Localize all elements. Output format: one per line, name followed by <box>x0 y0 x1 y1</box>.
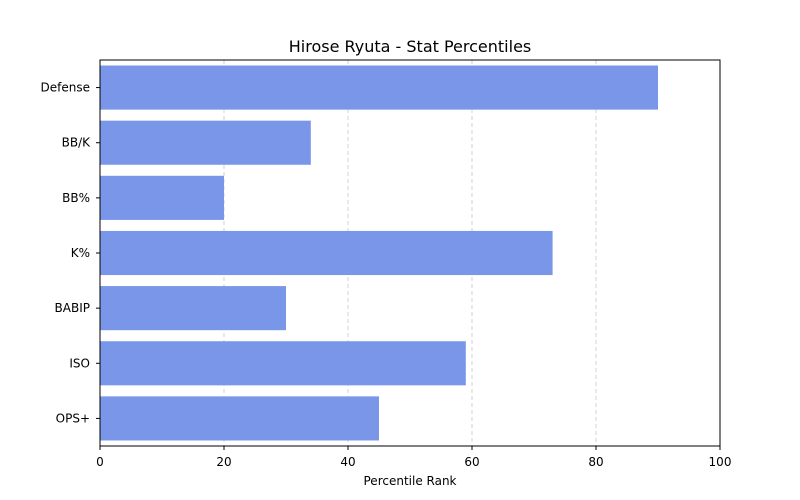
y-tick-label: BABIP <box>55 301 90 315</box>
x-tick-label: 40 <box>340 455 355 469</box>
y-tick-label: ISO <box>69 356 90 370</box>
bar-defense <box>100 65 658 110</box>
y-tick-label: BB/K <box>62 136 92 150</box>
x-tick-label: 60 <box>464 455 479 469</box>
x-axis-label: Percentile Rank <box>364 474 457 488</box>
y-tick-label: OPS+ <box>56 411 90 425</box>
x-tick-label: 100 <box>709 455 732 469</box>
y-tick-label: Defense <box>41 81 90 95</box>
chart-title: Hirose Ryuta - Stat Percentiles <box>289 37 532 56</box>
bar-babip <box>100 286 286 331</box>
bar-bb-k <box>100 120 311 165</box>
y-axis-ticks: Defense BB/K BB% K% BABIP ISO OPS+ <box>41 81 100 425</box>
x-axis-ticks: 0 20 40 60 80 100 <box>96 446 731 469</box>
x-tick-label: 80 <box>588 455 603 469</box>
bar-iso <box>100 341 466 386</box>
bar-k- <box>100 230 553 276</box>
bar-bb- <box>100 175 224 220</box>
bar-ops- <box>100 396 379 441</box>
y-tick-label: K% <box>71 246 90 260</box>
y-tick-label: BB% <box>62 191 90 205</box>
x-tick-label: 0 <box>96 455 104 469</box>
x-tick-label: 20 <box>216 455 231 469</box>
bars <box>100 65 658 441</box>
